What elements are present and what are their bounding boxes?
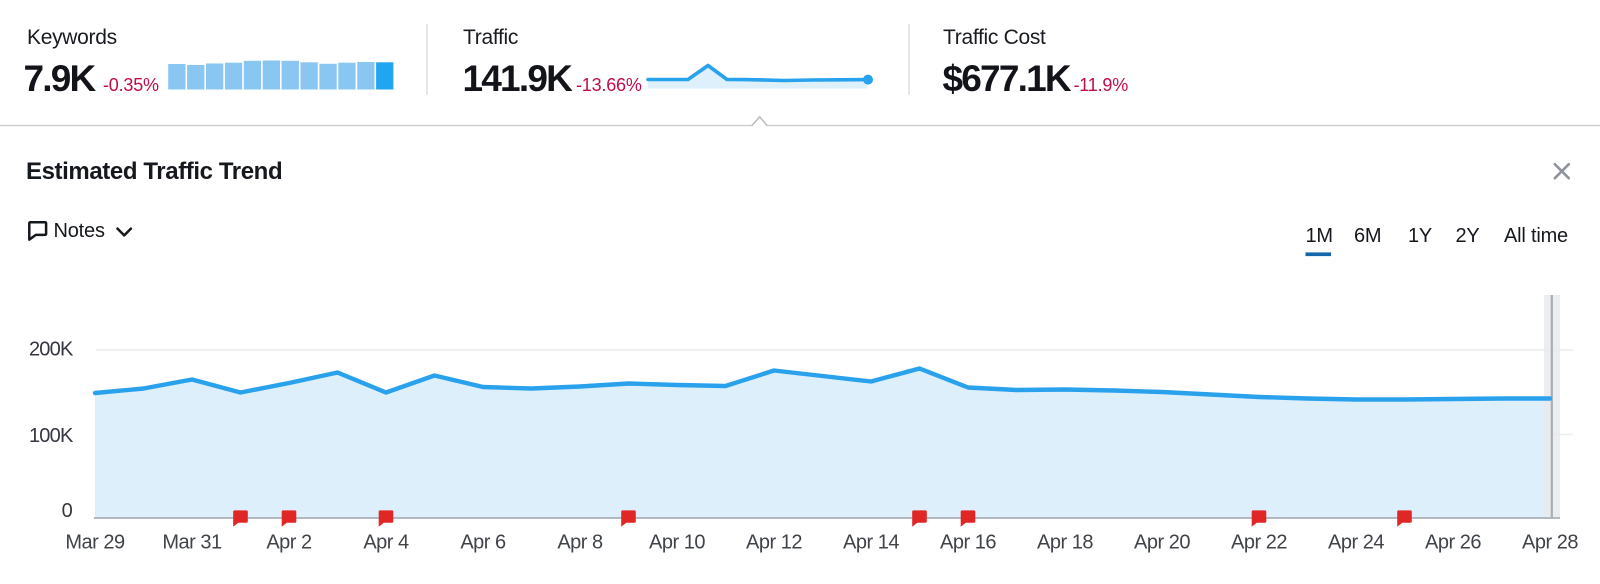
svg-text:0: 0 [62,500,73,522]
svg-text:Apr 24: Apr 24 [1328,532,1384,554]
svg-text:Apr 10: Apr 10 [649,532,705,554]
svg-text:Apr 28: Apr 28 [1522,532,1578,554]
svg-text:Apr 14: Apr 14 [843,532,899,554]
svg-text:Apr 20: Apr 20 [1134,532,1190,554]
svg-text:Apr 4: Apr 4 [363,532,409,554]
svg-text:Apr 12: Apr 12 [746,532,802,554]
svg-text:200K: 200K [29,339,74,361]
svg-text:Mar 31: Mar 31 [162,532,222,554]
svg-text:Apr 8: Apr 8 [557,532,603,554]
svg-text:100K: 100K [29,425,74,447]
svg-text:Apr 22: Apr 22 [1231,532,1287,554]
svg-text:Apr 6: Apr 6 [460,532,506,554]
svg-text:Mar 29: Mar 29 [65,532,125,554]
svg-text:Apr 16: Apr 16 [940,532,996,554]
svg-text:Apr 18: Apr 18 [1037,532,1093,554]
svg-text:Apr 2: Apr 2 [266,532,312,554]
svg-text:Apr 26: Apr 26 [1425,532,1481,554]
